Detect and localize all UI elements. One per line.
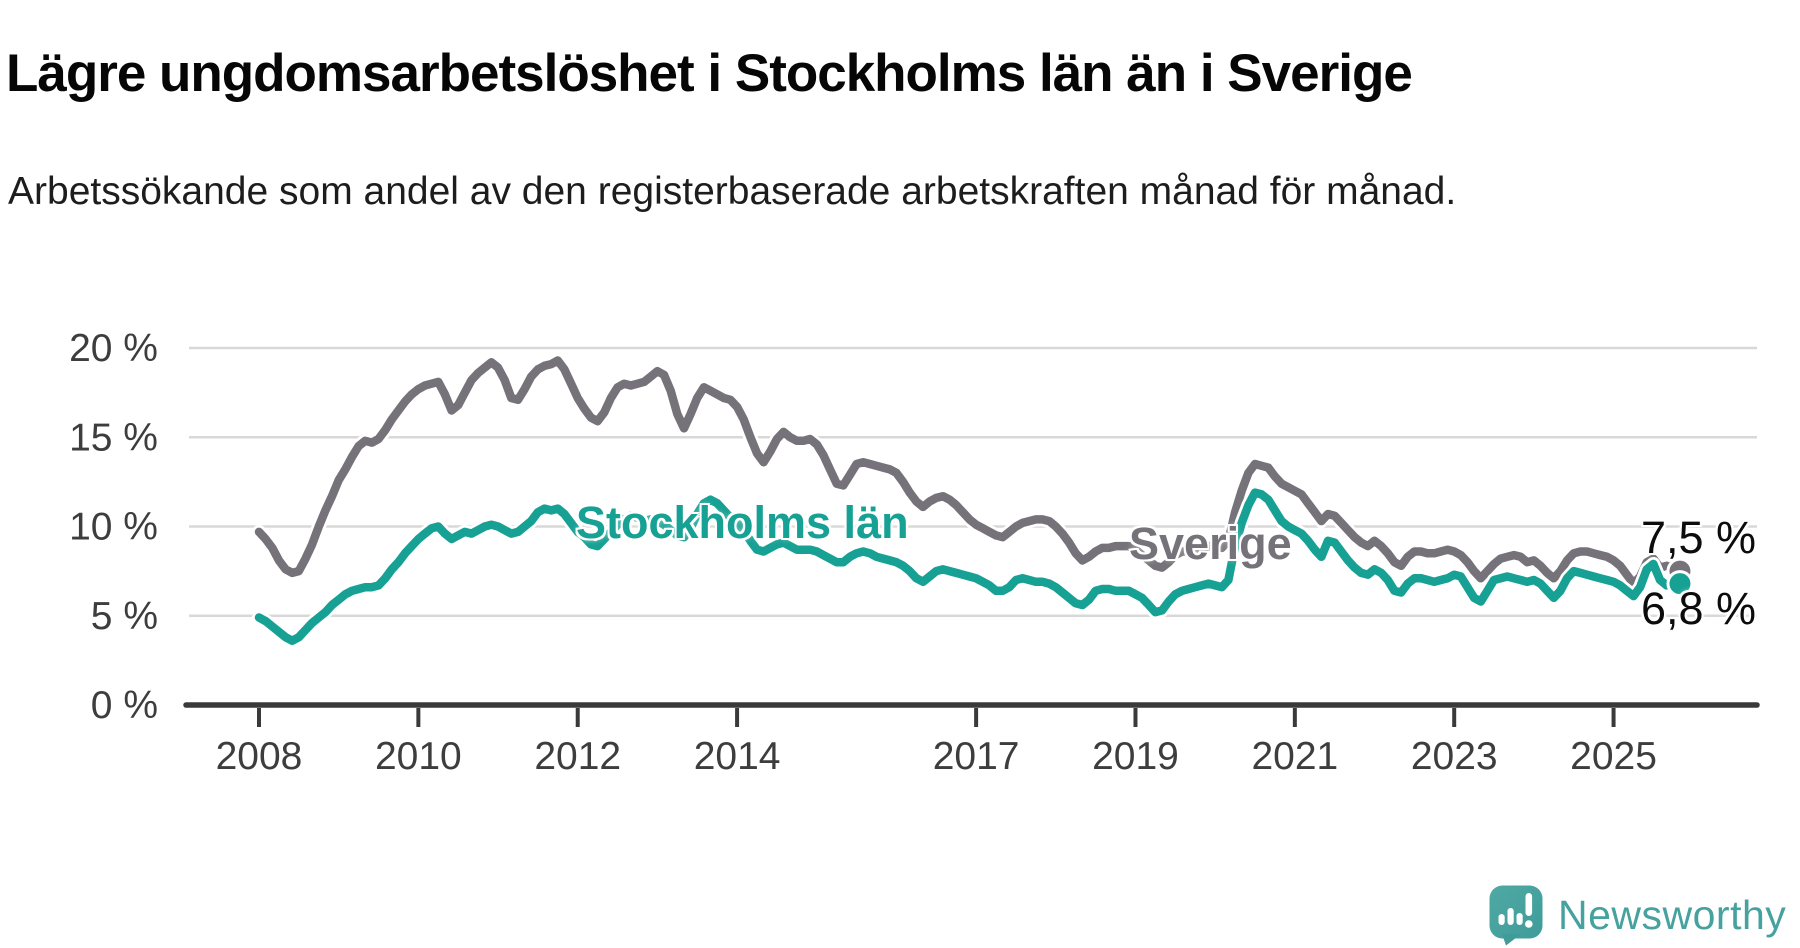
- y-tick-label-0: 0 %: [91, 684, 158, 727]
- x-tick-label-2023: 2023: [1411, 735, 1498, 778]
- chart-subtitle: Arbetssökande som andel av den registerb…: [8, 170, 1457, 213]
- x-tick-label-2025: 2025: [1570, 735, 1657, 778]
- series-label-stockholms-lan: Stockholms län: [576, 497, 909, 548]
- page-title: Lägre ungdomsarbetslöshet i Stockholms l…: [6, 43, 1413, 103]
- x-tick-label-2014: 2014: [694, 735, 781, 778]
- x-tick-label-2008: 2008: [216, 735, 303, 778]
- x-tick-label-2017: 2017: [933, 735, 1020, 778]
- speech-bubble-bar-chart-icon: [1489, 885, 1543, 946]
- y-tick-label-15: 15 %: [69, 416, 158, 459]
- end-value-label-sverige: 7,5 %: [1641, 512, 1757, 563]
- end-dot-stockholms-l-n: [1669, 573, 1691, 595]
- x-tick-label-2019: 2019: [1092, 735, 1179, 778]
- newsworthy-brand: Newsworthy: [1488, 884, 1786, 946]
- end-value-label-stockholms-lan: 6,8 %: [1641, 583, 1757, 634]
- y-tick-label-10: 10 %: [69, 506, 158, 549]
- x-tick-label-2021: 2021: [1251, 735, 1338, 778]
- line-casing-sverige: [252, 353, 1687, 591]
- y-tick-label-20: 20 %: [69, 327, 158, 370]
- y-tick-label-5: 5 %: [91, 595, 158, 638]
- x-tick-label-2010: 2010: [375, 735, 462, 778]
- x-tick-label-2012: 2012: [534, 735, 621, 778]
- line-stockholms-l-n: [254, 488, 1685, 645]
- brand-name: Newsworthy: [1558, 891, 1787, 938]
- series-label-sverige: Sverige: [1129, 518, 1292, 569]
- line-sverige: [254, 356, 1685, 588]
